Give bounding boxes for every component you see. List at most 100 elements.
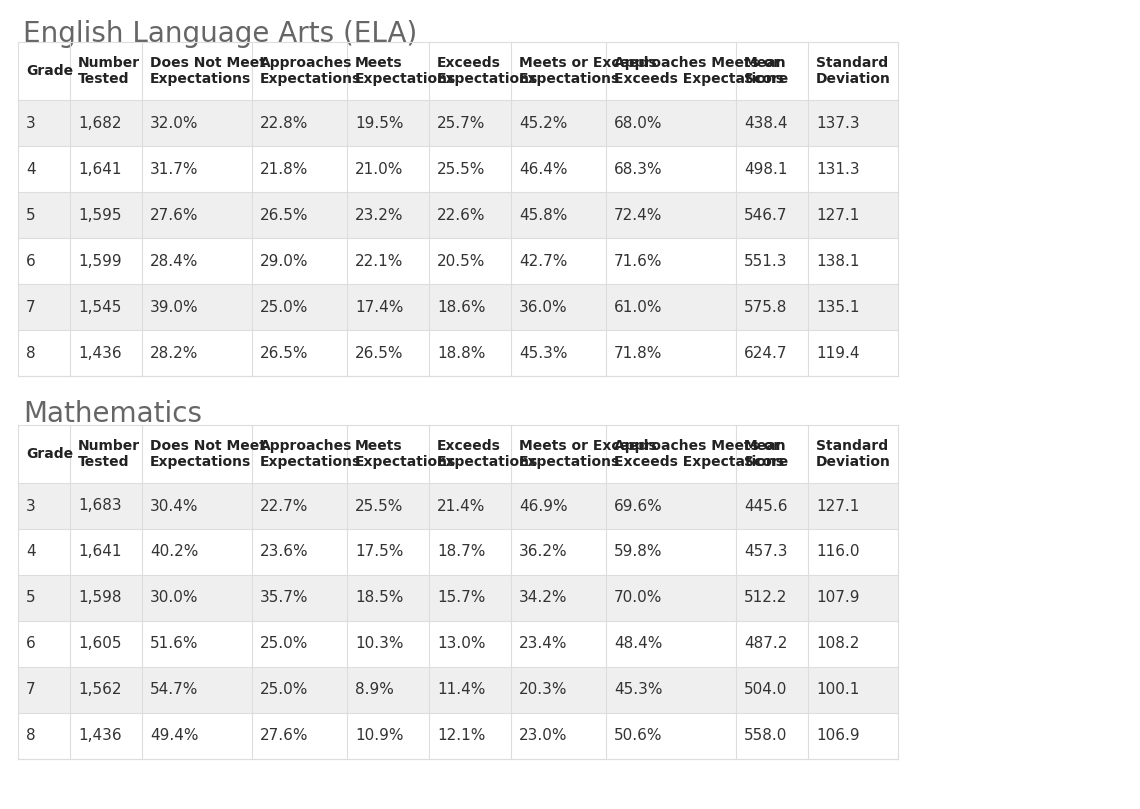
Text: 487.2: 487.2: [744, 637, 788, 651]
Text: 46.4%: 46.4%: [519, 162, 568, 176]
Text: 72.4%: 72.4%: [614, 207, 662, 222]
Text: 22.7%: 22.7%: [260, 498, 309, 514]
Text: 68.0%: 68.0%: [614, 116, 662, 130]
Text: Approaches Meets or: Approaches Meets or: [614, 439, 780, 453]
Text: 50.6%: 50.6%: [614, 728, 662, 743]
Text: 1,599: 1,599: [78, 253, 122, 269]
Text: 27.6%: 27.6%: [150, 207, 198, 222]
Text: 3: 3: [26, 498, 35, 514]
Text: 68.3%: 68.3%: [614, 162, 662, 176]
Text: Approaches Meets or: Approaches Meets or: [614, 56, 780, 70]
Text: 22.1%: 22.1%: [355, 253, 404, 269]
Text: 71.8%: 71.8%: [614, 345, 662, 361]
Text: Meets or Exceeds: Meets or Exceeds: [519, 439, 657, 453]
Text: 34.2%: 34.2%: [519, 591, 568, 605]
Text: 17.4%: 17.4%: [355, 299, 404, 315]
Bar: [18, 667, 898, 713]
Text: 12.1%: 12.1%: [437, 728, 486, 743]
Text: 18.7%: 18.7%: [437, 544, 486, 560]
Text: 40.2%: 40.2%: [150, 544, 198, 560]
Text: Standard: Standard: [816, 439, 888, 453]
Bar: [18, 100, 898, 146]
Text: 1,562: 1,562: [78, 683, 122, 697]
Text: 18.8%: 18.8%: [437, 345, 486, 361]
Text: 31.7%: 31.7%: [150, 162, 198, 176]
Text: 45.3%: 45.3%: [519, 345, 568, 361]
Text: 457.3: 457.3: [744, 544, 788, 560]
Text: Approaches: Approaches: [260, 56, 352, 70]
Text: Standard: Standard: [816, 56, 888, 70]
Text: 4: 4: [26, 544, 35, 560]
Text: Mathematics: Mathematics: [23, 400, 202, 428]
Bar: [18, 146, 898, 192]
Text: 7: 7: [26, 299, 35, 315]
Text: 23.0%: 23.0%: [519, 728, 568, 743]
Text: Deviation: Deviation: [816, 455, 890, 469]
Bar: [18, 330, 898, 376]
Text: 59.8%: 59.8%: [614, 544, 662, 560]
Text: Mean: Mean: [744, 439, 787, 453]
Text: 46.9%: 46.9%: [519, 498, 568, 514]
Text: 71.6%: 71.6%: [614, 253, 662, 269]
Text: 61.0%: 61.0%: [614, 299, 662, 315]
Text: 36.2%: 36.2%: [519, 544, 568, 560]
Bar: [18, 529, 898, 575]
Text: Expectations: Expectations: [519, 72, 620, 86]
Text: 70.0%: 70.0%: [614, 591, 662, 605]
Text: 54.7%: 54.7%: [150, 683, 198, 697]
Text: 42.7%: 42.7%: [519, 253, 568, 269]
Text: 45.2%: 45.2%: [519, 116, 568, 130]
Text: 22.6%: 22.6%: [437, 207, 486, 222]
Bar: [18, 713, 898, 759]
Text: Meets or Exceeds: Meets or Exceeds: [519, 56, 657, 70]
Text: 36.0%: 36.0%: [519, 299, 568, 315]
Text: 18.6%: 18.6%: [437, 299, 486, 315]
Text: 30.4%: 30.4%: [150, 498, 198, 514]
Text: Deviation: Deviation: [816, 72, 890, 86]
Bar: [18, 42, 898, 100]
Text: Expectations: Expectations: [355, 455, 456, 469]
Text: Expectations: Expectations: [260, 72, 361, 86]
Text: 25.0%: 25.0%: [260, 637, 309, 651]
Text: 21.8%: 21.8%: [260, 162, 309, 176]
Text: 107.9: 107.9: [816, 591, 860, 605]
Text: 17.5%: 17.5%: [355, 544, 404, 560]
Text: 15.7%: 15.7%: [437, 591, 486, 605]
Text: 138.1: 138.1: [816, 253, 860, 269]
Text: 127.1: 127.1: [816, 498, 860, 514]
Text: Does Not Meet: Does Not Meet: [150, 439, 266, 453]
Text: 100.1: 100.1: [816, 683, 860, 697]
Text: Expectations: Expectations: [519, 455, 620, 469]
Text: 32.0%: 32.0%: [150, 116, 198, 130]
Bar: [18, 192, 898, 238]
Text: Expectations: Expectations: [355, 72, 456, 86]
Text: 8.9%: 8.9%: [355, 683, 394, 697]
Text: 5: 5: [26, 591, 35, 605]
Text: 1,436: 1,436: [78, 345, 122, 361]
Text: 1,595: 1,595: [78, 207, 122, 222]
Text: 69.6%: 69.6%: [614, 498, 662, 514]
Text: 22.8%: 22.8%: [260, 116, 309, 130]
Text: Exceeds Expectations: Exceeds Expectations: [614, 455, 784, 469]
Text: Expectations: Expectations: [437, 72, 538, 86]
Text: 30.0%: 30.0%: [150, 591, 198, 605]
Text: Tested: Tested: [78, 72, 130, 86]
Text: 5: 5: [26, 207, 35, 222]
Text: 49.4%: 49.4%: [150, 728, 198, 743]
Text: Expectations: Expectations: [260, 455, 361, 469]
Text: 21.0%: 21.0%: [355, 162, 404, 176]
Text: 21.4%: 21.4%: [437, 498, 486, 514]
Bar: [18, 483, 898, 529]
Text: Does Not Meet: Does Not Meet: [150, 56, 266, 70]
Text: 25.0%: 25.0%: [260, 299, 309, 315]
Text: Score: Score: [744, 72, 788, 86]
Text: 10.9%: 10.9%: [355, 728, 404, 743]
Text: Expectations: Expectations: [437, 455, 538, 469]
Text: 137.3: 137.3: [816, 116, 860, 130]
Text: 438.4: 438.4: [744, 116, 788, 130]
Text: 39.0%: 39.0%: [150, 299, 198, 315]
Text: 6: 6: [26, 253, 35, 269]
Text: 26.5%: 26.5%: [355, 345, 404, 361]
Text: 23.4%: 23.4%: [519, 637, 568, 651]
Text: 45.3%: 45.3%: [614, 683, 662, 697]
